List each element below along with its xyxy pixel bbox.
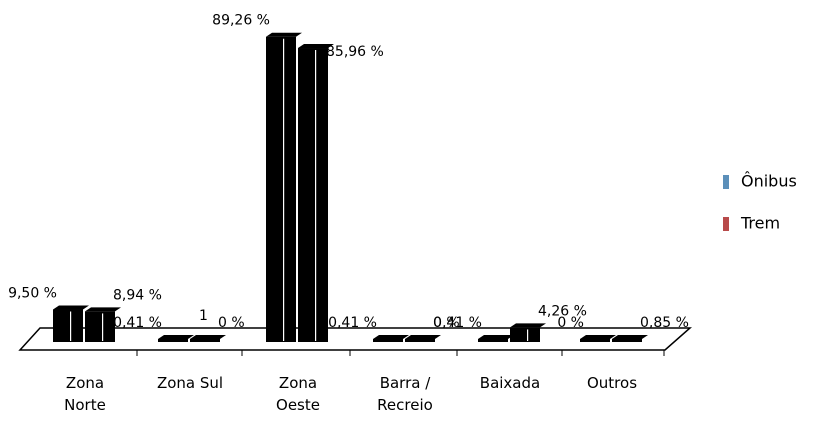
value-label: 0 %	[218, 315, 245, 331]
value-label: 4,26 %	[538, 303, 587, 319]
bar-top	[580, 335, 616, 339]
bar	[580, 339, 610, 342]
value-label: 0,41 %	[113, 315, 162, 331]
value-label: 85,96 %	[326, 44, 384, 60]
value-label: 0,85 %	[640, 315, 689, 331]
bar	[612, 339, 642, 342]
value-label: 0 %	[557, 315, 584, 331]
legend-swatch	[723, 217, 729, 231]
bar	[85, 311, 115, 342]
bar-top	[158, 335, 194, 339]
x-tick-label: Outros	[586, 374, 638, 392]
bar	[510, 327, 540, 342]
bar-top	[478, 335, 514, 339]
bar-top	[190, 335, 226, 339]
bar-top	[373, 335, 409, 339]
bar-top	[510, 323, 546, 328]
bar-top	[85, 307, 121, 312]
legend-label: Trem	[740, 214, 780, 233]
x-tick-label: Zona Oeste	[276, 374, 320, 414]
bar-top	[298, 44, 334, 49]
annotation: 1	[199, 308, 208, 324]
value-label: 0,41 %	[433, 315, 482, 331]
value-label: 89,26 %	[212, 13, 270, 29]
bar	[405, 339, 435, 342]
value-label: 9,50 %	[8, 286, 57, 302]
bar	[373, 339, 403, 342]
value-label: 8,94 %	[113, 287, 162, 303]
legend-label: Ônibus	[741, 172, 797, 191]
bar	[190, 339, 220, 342]
bar-top	[266, 32, 302, 37]
bar	[298, 48, 328, 343]
bar	[53, 309, 83, 342]
bar	[266, 36, 296, 342]
bar	[158, 339, 188, 342]
value-label: 0,41 %	[328, 315, 377, 331]
legend-swatch	[723, 175, 729, 189]
bar	[478, 339, 508, 342]
x-tick-label: Barra / Recreio	[377, 374, 433, 414]
x-tick-label: Baixada	[479, 374, 541, 392]
bar-top	[405, 335, 441, 339]
bar-top	[53, 305, 89, 310]
x-tick-label: Zona Norte	[64, 374, 106, 414]
value-label: 0 %	[433, 315, 460, 331]
bar-top	[612, 335, 648, 339]
x-tick-label: Zona Sul	[156, 374, 224, 392]
